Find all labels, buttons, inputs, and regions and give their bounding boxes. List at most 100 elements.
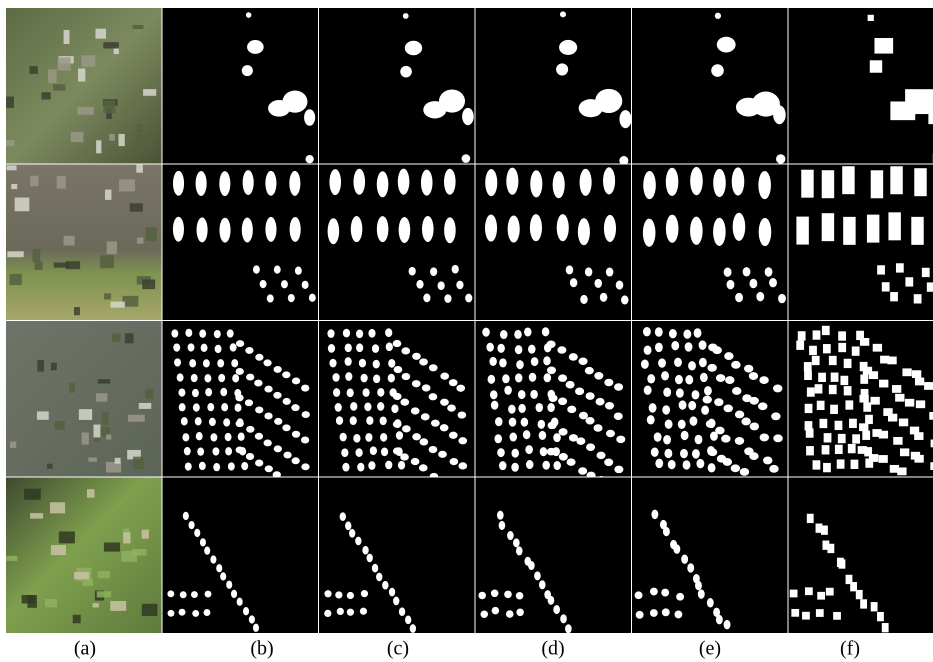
- mask-building: [796, 217, 808, 245]
- mask-building: [565, 624, 572, 633]
- mask-building: [688, 401, 696, 410]
- photo-texture: [79, 409, 92, 420]
- mask-building: [580, 295, 588, 304]
- mask-building: [687, 563, 694, 572]
- mask-building: [735, 437, 744, 445]
- mask-building: [236, 446, 244, 453]
- mask-building: [553, 605, 560, 614]
- mask-building: [542, 327, 550, 336]
- mask-building: [380, 433, 387, 442]
- mask-building: [829, 385, 837, 394]
- mask-building: [731, 464, 740, 472]
- segmentation-mask: [789, 478, 933, 634]
- mask-building: [444, 294, 451, 303]
- mask-building: [778, 294, 786, 303]
- mask-building: [813, 330, 821, 339]
- photo-texture: [95, 29, 105, 39]
- mask-building: [616, 281, 624, 290]
- mask-building: [685, 342, 693, 351]
- panel-label: (f): [840, 638, 860, 660]
- mask-building: [758, 171, 771, 199]
- mask-building: [237, 598, 243, 606]
- photo-texture: [87, 489, 95, 498]
- mask-building: [758, 402, 767, 410]
- mask-building: [666, 215, 679, 243]
- mask-building: [621, 295, 629, 304]
- segmentation-mask: [789, 321, 933, 496]
- mask-building: [732, 387, 741, 395]
- photo-texture: [7, 251, 23, 257]
- mask-building: [736, 98, 761, 117]
- panel-label: (e): [699, 638, 721, 660]
- mask-building: [724, 620, 731, 629]
- mask-building: [655, 327, 663, 336]
- mask-building: [373, 360, 380, 369]
- mask-building: [516, 609, 524, 617]
- mask-building: [559, 428, 568, 436]
- mask-building: [281, 280, 288, 288]
- mask-building: [497, 344, 505, 353]
- mask-building: [809, 346, 817, 355]
- mask-building: [398, 461, 405, 470]
- mask-building: [674, 611, 682, 619]
- photo-texture: [115, 458, 121, 464]
- mask-building: [218, 374, 225, 382]
- segmentation-mask: [319, 8, 475, 164]
- photo-texture: [109, 134, 115, 141]
- mask-building: [540, 447, 548, 456]
- mask-building: [324, 590, 331, 597]
- mask-building: [539, 431, 547, 440]
- mask-building: [605, 402, 614, 410]
- mask-building: [398, 169, 410, 195]
- mask-building: [586, 443, 595, 451]
- mask-building: [263, 359, 271, 366]
- mask-building: [179, 403, 186, 411]
- mask-building: [559, 453, 568, 461]
- mask-building: [914, 432, 923, 440]
- photo-texture: [93, 603, 99, 607]
- mask-building: [217, 359, 224, 367]
- photo-texture: [30, 513, 43, 519]
- photo-texture: [118, 134, 124, 146]
- mask-building: [478, 592, 486, 600]
- mask-building: [585, 267, 593, 276]
- photo-texture: [97, 591, 111, 597]
- mask-base: [319, 8, 475, 164]
- photo-texture: [51, 363, 57, 371]
- mask-building: [421, 170, 433, 196]
- mask-building: [805, 404, 813, 413]
- panel-label: (a): [74, 638, 96, 660]
- mask-building: [504, 591, 512, 599]
- photo-texture: [145, 389, 153, 398]
- mask-building: [516, 546, 523, 555]
- mask-building: [411, 407, 420, 414]
- mask-building: [399, 607, 405, 616]
- mask-building: [896, 263, 904, 272]
- photo-texture: [7, 165, 17, 170]
- mask-building: [817, 401, 825, 410]
- mask-building: [616, 436, 625, 444]
- mask-building: [530, 170, 542, 197]
- mask-building: [924, 382, 933, 390]
- mask-building: [328, 344, 335, 353]
- mask-building: [771, 412, 780, 420]
- mask-building: [813, 460, 821, 469]
- mask-building: [180, 591, 187, 598]
- mask-building: [870, 60, 882, 72]
- mask-building: [203, 609, 210, 616]
- segmentation-mask: [476, 165, 632, 321]
- mask-building: [558, 374, 567, 382]
- mask-building: [456, 281, 463, 290]
- mask-building: [246, 12, 252, 18]
- mask-building: [556, 63, 568, 75]
- mask-building: [877, 265, 885, 274]
- photo-texture: [6, 556, 17, 561]
- mask-building: [245, 347, 253, 354]
- mask-building: [192, 610, 199, 617]
- mask-building: [347, 592, 354, 599]
- mask-building: [567, 458, 576, 466]
- mask-building: [381, 447, 388, 456]
- mask-building: [393, 421, 402, 428]
- panel-label: (d): [541, 638, 564, 660]
- mask-building: [405, 615, 411, 624]
